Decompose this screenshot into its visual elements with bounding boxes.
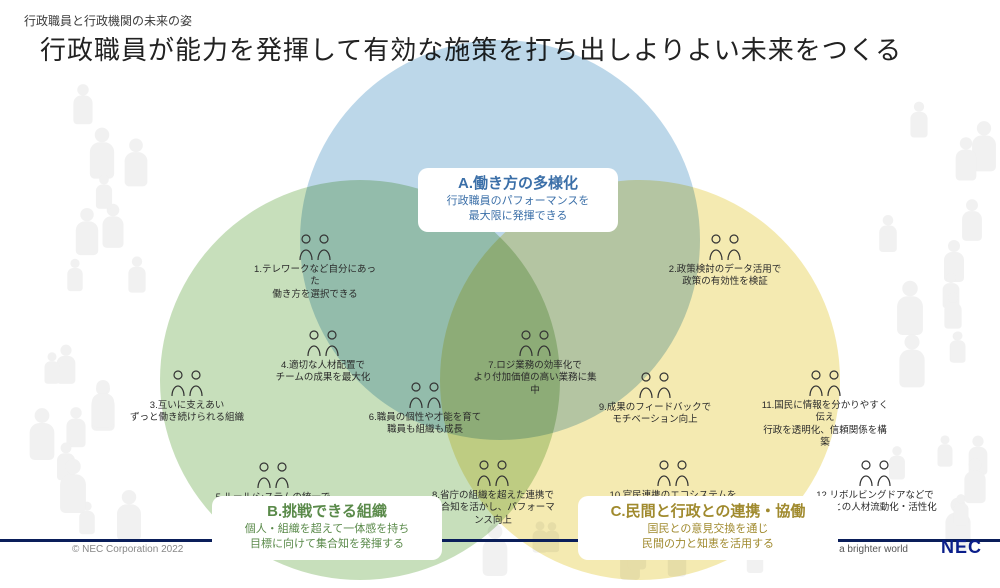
- people-icon: [402, 380, 448, 410]
- people-icon: [300, 328, 346, 358]
- tagline-rest: a brighter world: [836, 544, 908, 555]
- item-text-line2: ずっと働き続けられる組織: [122, 412, 252, 424]
- people-icon: [632, 370, 678, 400]
- item-text-line1: 3.互いに支えあい: [122, 400, 252, 412]
- item-text-line2: 政策の有効性を検証: [660, 276, 790, 288]
- item-text-line1: 2.政策検討のデータ活用で: [660, 264, 790, 276]
- item-text-line2: 働き方を選択できる: [250, 289, 380, 301]
- item-text-line1: 4.適切な人材配置で: [258, 360, 388, 372]
- venn-label-b: B.挑戦できる組織個人・組織を超えて一体感を持ち目標に向けて集合知を発揮する: [212, 496, 442, 560]
- people-icon: [164, 368, 210, 398]
- item-text-line2: モチベーション向上: [590, 414, 720, 426]
- venn-item-8: 8.省庁の組織を超えた連携で集合知を活かし、パフォーマンス向上: [428, 458, 558, 527]
- item-text-line1: 6.職員の個性や才能を育て: [360, 412, 490, 424]
- item-text-line1: 1.テレワークなど自分にあった: [250, 264, 380, 289]
- copyright-text: © NEC Corporation 2022: [72, 544, 183, 555]
- venn-item-7: 7.ロジ業務の効率化でより付加価値の高い業務に集中: [470, 328, 600, 397]
- venn-label-a: A.働き方の多様化行政職員のパフォーマンスを最大限に発揮できる: [418, 168, 618, 232]
- venn-item-2: 2.政策検討のデータ活用で政策の有効性を検証: [660, 232, 790, 289]
- people-icon: [512, 328, 558, 358]
- item-text-line1: 9.成果のフィードバックで: [590, 402, 720, 414]
- people-icon: [702, 232, 748, 262]
- item-text-line2: より付加価値の高い業務に集中: [470, 372, 600, 397]
- nec-logo: NEC: [941, 537, 982, 558]
- venn-item-11: 11.国民に情報を分かりやすく伝え行政を透明化、信頼関係を構築: [760, 368, 890, 449]
- item-text-line1: 7.ロジ業務の効率化で: [470, 360, 600, 372]
- venn-item-3: 3.互いに支えあいずっと働き続けられる組織: [122, 368, 252, 425]
- venn-diagram: A.働き方の多様化行政職員のパフォーマンスを最大限に発揮できるB.挑戦できる組織…: [80, 80, 920, 510]
- item-text-line2: 職員も組織も成長: [360, 424, 490, 436]
- venn-item-1: 1.テレワークなど自分にあった働き方を選択できる: [250, 232, 380, 301]
- item-text-line2: 集合知を活かし、パフォーマンス向上: [428, 502, 558, 527]
- venn-item-9: 9.成果のフィードバックでモチベーション向上: [590, 370, 720, 427]
- people-icon: [470, 458, 516, 488]
- item-text-line2: 行政を透明化、信頼関係を構築: [760, 425, 890, 450]
- people-icon: [292, 232, 338, 262]
- item-text-line1: 11.国民に情報を分かりやすく伝え: [760, 400, 890, 425]
- people-icon: [802, 368, 848, 398]
- item-text-line1: 8.省庁の組織を超えた連携で: [428, 490, 558, 502]
- people-icon: [852, 458, 898, 488]
- people-icon: [250, 460, 296, 490]
- people-icon: [650, 458, 696, 488]
- venn-item-4: 4.適切な人材配置でチームの成果を最大化: [258, 328, 388, 385]
- page-subheading: 行政職員と行政機関の未来の姿: [24, 12, 192, 29]
- venn-label-c: C.民間と行政との連携・協働国民との意見交換を通じ民間の力と知恵を活用する: [578, 496, 838, 560]
